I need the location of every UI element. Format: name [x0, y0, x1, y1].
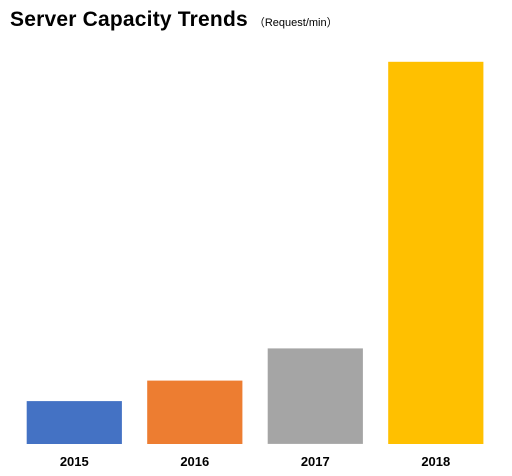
- x-tick-label-2016: 2016: [180, 454, 209, 469]
- chart-subtitle: （Request/min）: [253, 17, 338, 29]
- x-tick-label-2017: 2017: [301, 454, 330, 469]
- chart-header: Server Capacity Trends （Request/min）: [10, 8, 338, 32]
- x-tick-label-2018: 2018: [421, 454, 450, 469]
- x-tick-label-2015: 2015: [60, 454, 89, 469]
- bar-2018: [388, 61, 484, 445]
- chart-title: Server Capacity Trends: [10, 8, 248, 31]
- bar-2015: [26, 401, 122, 444]
- bar-2016: [147, 380, 243, 444]
- bar-2017: [267, 348, 363, 444]
